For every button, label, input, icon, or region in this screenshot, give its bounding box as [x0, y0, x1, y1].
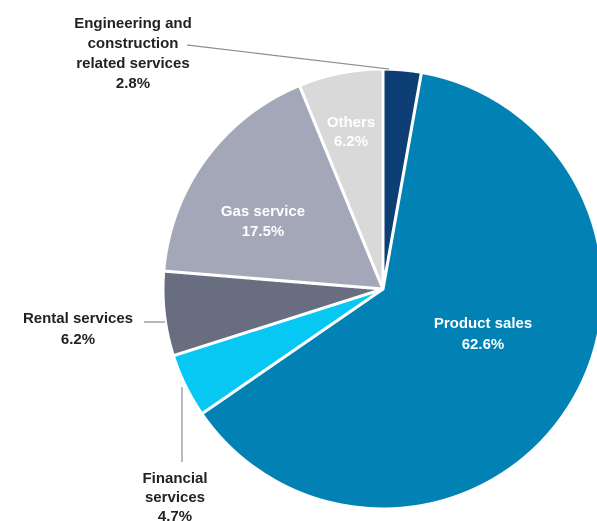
slice-label-text: Product sales [434, 315, 532, 332]
pie-slices [161, 67, 597, 511]
slice-label-2: Financial services 4.7% [142, 470, 207, 521]
slice-label-4: Gas service 17.5% [221, 203, 305, 240]
slice-label-text: services [145, 489, 205, 506]
pie-slice-1 [200, 70, 597, 511]
slice-value-label: 4.7% [158, 508, 192, 521]
slice-label-text: Gas service [221, 203, 305, 220]
slice-value-label: 62.6% [462, 336, 505, 353]
leader-line-0 [186, 44, 390, 70]
slice-label-text: Financial [142, 470, 207, 487]
slice-label-3: Rental services 6.2% [23, 310, 133, 348]
slice-value-label: 6.2% [334, 133, 368, 150]
slice-value-label: 6.2% [61, 331, 95, 348]
slice-label-text: Engineering and [74, 15, 192, 32]
slice-label-text: related services [76, 55, 189, 72]
slice-value-label: 2.8% [116, 75, 150, 92]
slice-label-1: Product sales 62.6% [434, 315, 532, 353]
pie-slice-5 [297, 67, 385, 291]
slice-label-text: construction [88, 35, 179, 52]
slice-label-text: Rental services [23, 310, 133, 327]
slice-label-5: Others 6.2% [327, 114, 375, 150]
slice-label-text: Others [327, 114, 375, 131]
slice-value-label: 17.5% [242, 223, 285, 240]
slice-label-0: Engineering and construction related servi… [74, 15, 192, 92]
pie-slice-4 [162, 83, 385, 291]
